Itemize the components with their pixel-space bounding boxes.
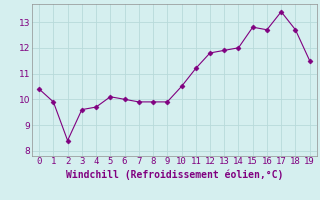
X-axis label: Windchill (Refroidissement éolien,°C): Windchill (Refroidissement éolien,°C) bbox=[66, 169, 283, 180]
